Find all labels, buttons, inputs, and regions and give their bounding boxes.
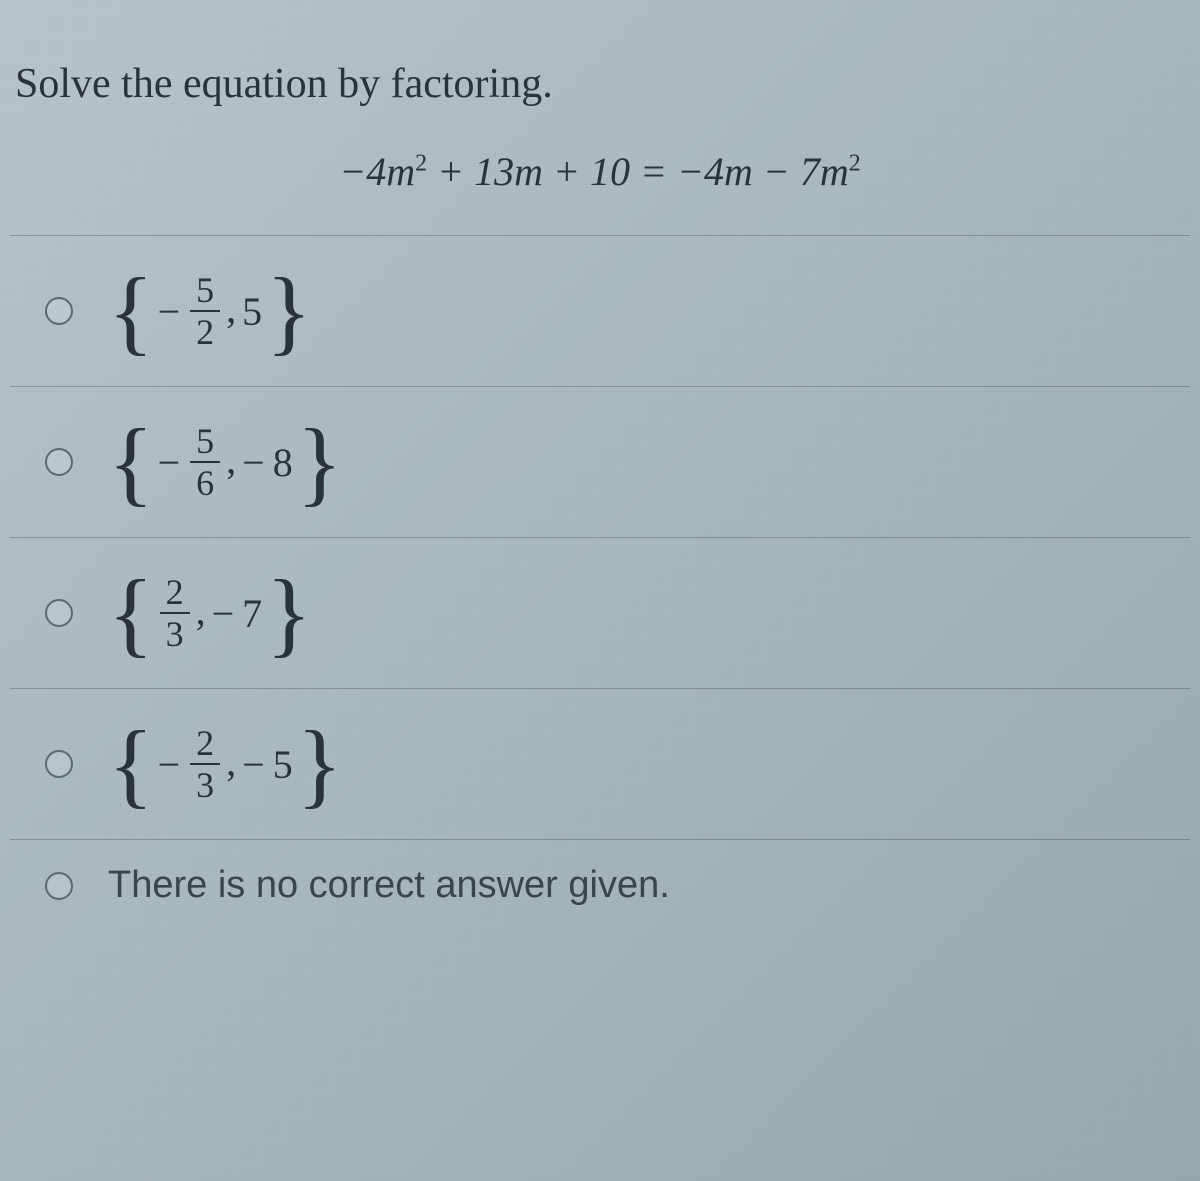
sign: −	[212, 590, 235, 637]
equation: −4m2 + 13m + 10 = −4m − 7m2	[10, 138, 1190, 235]
fraction: 2 3	[190, 725, 220, 803]
fraction: 5 6	[190, 423, 220, 501]
comma: ,	[226, 436, 236, 483]
radio-button[interactable]	[45, 872, 73, 900]
sign: −	[158, 439, 181, 486]
fraction: 2 3	[160, 574, 190, 652]
answer-option[interactable]: There is no correct answer given.	[10, 840, 1190, 931]
question-prompt: Solve the equation by factoring.	[10, 40, 1190, 138]
question-container: Solve the equation by factoring. −4m2 + …	[0, 0, 1200, 951]
right-brace-icon: }	[297, 424, 343, 500]
answer-option[interactable]: { − 5 2 , 5 }	[10, 236, 1190, 386]
equation-text: −4m2 + 13m + 10 = −4m − 7m2	[339, 149, 861, 194]
answer-option[interactable]: { − 2 3 , − 5 }	[10, 689, 1190, 839]
numerator: 2	[190, 725, 220, 763]
answer-option[interactable]: { 2 3 , − 7 }	[10, 538, 1190, 688]
left-brace-icon: {	[108, 575, 154, 651]
option-content: { − 5 2 , 5 }	[108, 272, 312, 350]
denominator: 3	[160, 614, 190, 652]
value: 7	[242, 590, 262, 637]
radio-button[interactable]	[45, 448, 73, 476]
numerator: 5	[190, 423, 220, 461]
denominator: 2	[190, 312, 220, 350]
denominator: 3	[190, 765, 220, 803]
comma: ,	[226, 738, 236, 785]
right-brace-icon: }	[297, 726, 343, 802]
right-brace-icon: }	[266, 575, 312, 651]
option-content: { 2 3 , − 7 }	[108, 574, 312, 652]
right-brace-icon: }	[266, 273, 312, 349]
left-brace-icon: {	[108, 424, 154, 500]
answer-option[interactable]: { − 5 6 , − 8 }	[10, 387, 1190, 537]
radio-button[interactable]	[45, 297, 73, 325]
option-content: { − 5 6 , − 8 }	[108, 423, 342, 501]
value: 5	[273, 741, 293, 788]
option-text: There is no correct answer given.	[108, 864, 670, 907]
radio-button[interactable]	[45, 750, 73, 778]
denominator: 6	[190, 463, 220, 501]
left-brace-icon: {	[108, 726, 154, 802]
numerator: 5	[190, 272, 220, 310]
set-body: 2 3 , − 7	[154, 574, 267, 652]
set-body: − 5 2 , 5	[154, 272, 267, 350]
left-brace-icon: {	[108, 273, 154, 349]
value: 8	[273, 439, 293, 486]
value: 5	[242, 288, 262, 335]
sign: −	[242, 439, 265, 486]
sign: −	[158, 741, 181, 788]
sign: −	[158, 288, 181, 335]
fraction: 5 2	[190, 272, 220, 350]
comma: ,	[196, 587, 206, 634]
comma: ,	[226, 285, 236, 332]
set-body: − 2 3 , − 5	[154, 725, 297, 803]
sign: −	[242, 741, 265, 788]
option-content: { − 2 3 , − 5 }	[108, 725, 342, 803]
numerator: 2	[160, 574, 190, 612]
radio-button[interactable]	[45, 599, 73, 627]
set-body: − 5 6 , − 8	[154, 423, 297, 501]
